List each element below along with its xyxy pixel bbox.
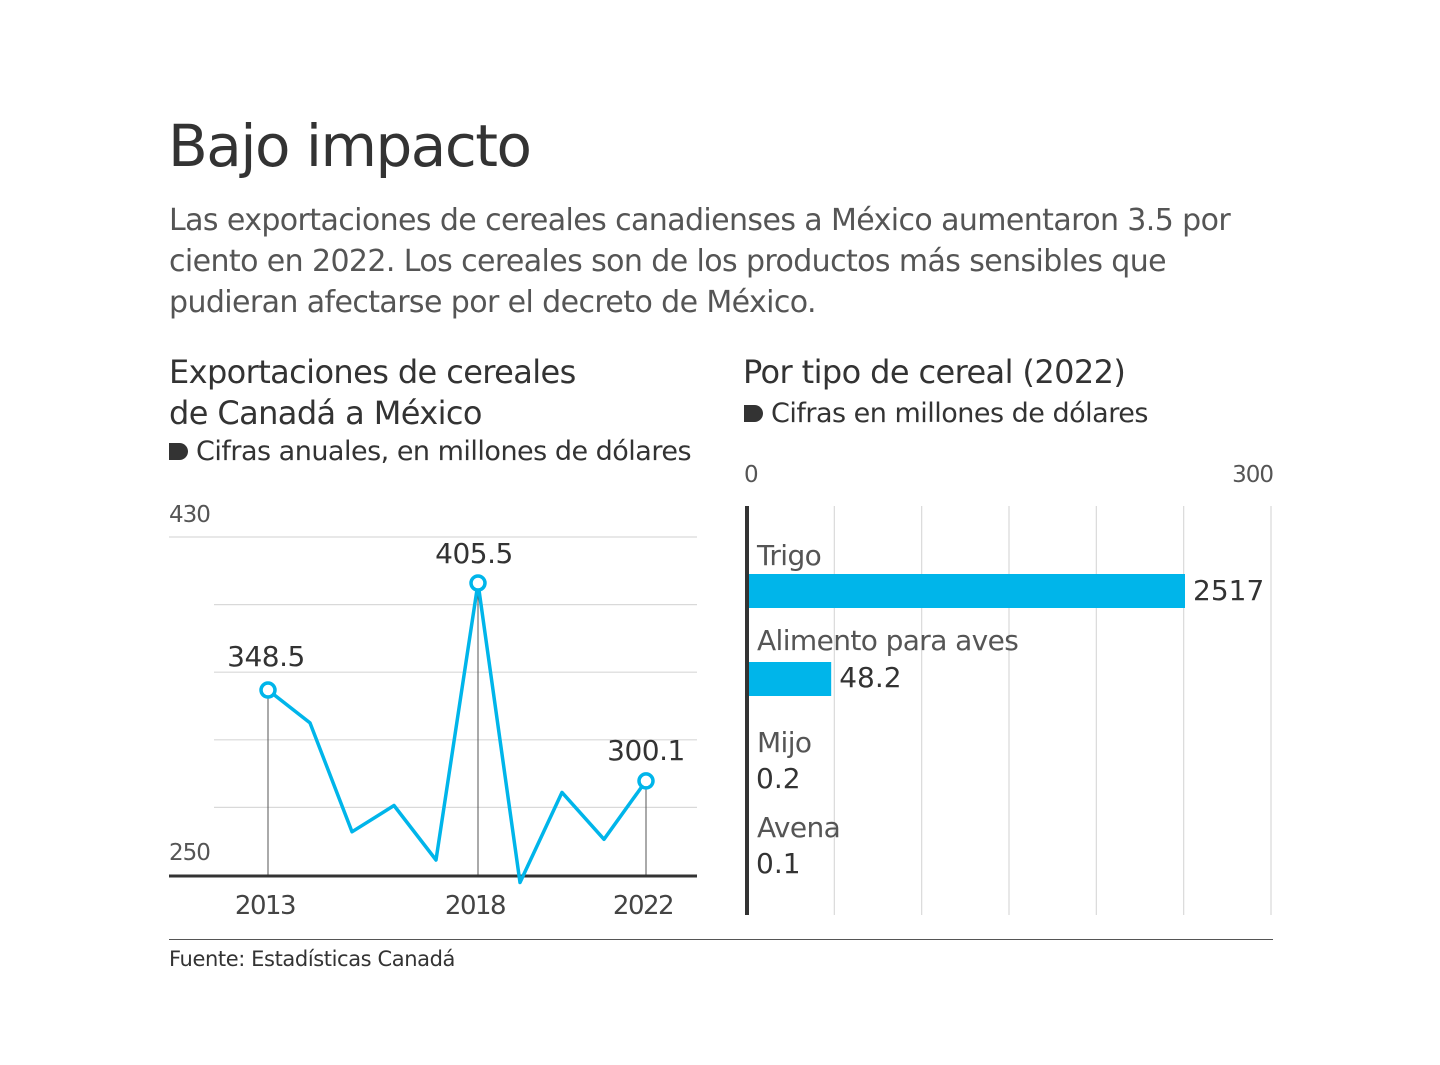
chart-title: Bajo impacto [168, 112, 532, 180]
category-label: Alimento para aves [757, 624, 1018, 657]
value-label: 0.1 [756, 847, 801, 880]
value-label: 2517 [1193, 574, 1264, 607]
line-chart-title-line2: de Canadá a México [169, 394, 482, 432]
x-tick-label: 2018 [445, 891, 505, 921]
line-chart-title: Exportaciones de cereales de Canadá a Mé… [169, 352, 576, 434]
data-label: 348.5 [227, 640, 305, 673]
y-tick-label: 250 [169, 840, 210, 866]
bar [747, 574, 1185, 608]
tag-icon [744, 405, 763, 422]
line-chart-title-line1: Exportaciones de cereales [169, 353, 576, 391]
category-label: Avena [757, 811, 840, 844]
x-tick-label: 2013 [235, 891, 295, 921]
bar-chart-note-text: Cifras en millones de dólares [771, 398, 1148, 429]
value-label: 48.2 [839, 661, 901, 694]
series-line [266, 581, 648, 885]
chart-subtitle: Las exportaciones de cereales canadiense… [169, 203, 1231, 320]
data-label: 405.5 [435, 537, 513, 570]
source-note: Fuente: Estadísticas Canadá [169, 947, 455, 971]
tag-icon [169, 443, 188, 460]
line-chart-note: Cifras anuales, en millones de dólares [169, 436, 692, 467]
data-label: 300.1 [607, 734, 685, 767]
bar-chart-note: Cifras en millones de dólares [744, 398, 1148, 429]
x-tick-label: 300 [1232, 462, 1273, 488]
footer-divider [169, 939, 1273, 940]
category-label: Mijo [757, 726, 811, 759]
x-tick-label: 0 [744, 462, 759, 488]
category-label: Trigo [756, 539, 821, 572]
x-tick-label: 2022 [613, 891, 673, 921]
bar [747, 662, 832, 696]
value-label: 0.2 [756, 762, 801, 795]
data-point [469, 574, 487, 592]
data-point [637, 772, 655, 790]
y-tick-label: 430 [169, 502, 210, 528]
line-chart-note-text: Cifras anuales, en millones de dólares [196, 436, 692, 467]
bar-chart-title: Por tipo de cereal (2022) [743, 353, 1126, 391]
data-point [259, 681, 277, 699]
